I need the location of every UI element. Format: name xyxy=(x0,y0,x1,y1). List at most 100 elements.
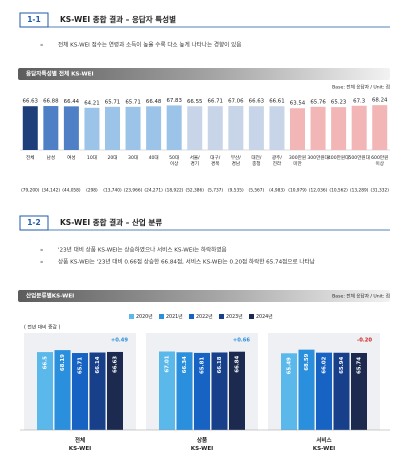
value-label: 66.88 xyxy=(43,99,59,105)
legend-swatch xyxy=(129,314,134,319)
value-label: 65.71 xyxy=(105,99,120,105)
legend-swatch xyxy=(219,314,224,319)
bar xyxy=(351,105,367,150)
category-label: 부산/경남 xyxy=(231,154,241,167)
legend-label: 2023년 xyxy=(226,313,243,320)
value-label: 65.49 xyxy=(287,357,293,374)
bar xyxy=(207,106,223,150)
base-count: (13,289) xyxy=(350,188,369,194)
value-label: 66.02 xyxy=(322,356,328,373)
value-label: 66.63 xyxy=(23,99,38,105)
value-label: 66.61 xyxy=(269,99,284,105)
base-count: (5,737) xyxy=(207,188,223,194)
value-label: 66.5 xyxy=(43,356,49,370)
bar xyxy=(105,106,120,150)
section-title: KS-WEI 종합 결과 – 산업 분류 xyxy=(60,217,162,227)
value-label: 67.01 xyxy=(165,355,171,372)
bar xyxy=(372,105,388,150)
chart-title: 산업분류별KS-WEI xyxy=(26,292,74,300)
base-count: (34,142) xyxy=(42,188,61,194)
base-count: (18,922) xyxy=(165,188,184,194)
category-label: 10대 xyxy=(87,154,97,161)
category-label: 20대 xyxy=(107,154,117,161)
legend-swatch xyxy=(159,314,164,319)
bullet: '23년 대비 상품 KS-WEI는 상승하였으나 서비스 KS-WEI는 하락… xyxy=(58,246,227,254)
base-count: (79,200) xyxy=(21,188,40,194)
base-note: Base: 전체 응답자 / Unit: 점 xyxy=(332,293,390,300)
legend-label: 2020년 xyxy=(136,313,153,320)
legend-label: 2021년 xyxy=(166,313,183,320)
category-label: 대전/충청 xyxy=(251,154,261,167)
base-count: (5,567) xyxy=(249,188,265,194)
base-count: (13,740) xyxy=(103,188,122,194)
value-label: 66.55 xyxy=(187,99,202,105)
change-label: +0.66 xyxy=(233,338,251,344)
bar xyxy=(37,352,53,430)
category-label: 남성 xyxy=(47,154,55,161)
value-label: 66.34 xyxy=(182,356,188,373)
section-number-box xyxy=(19,215,49,231)
base-count: (24,271) xyxy=(144,188,163,194)
value-label: 67.83 xyxy=(166,98,181,104)
category-label: 광주/전라 xyxy=(272,154,282,167)
bar xyxy=(84,107,100,150)
chart-title: 응답자특성별 전체 KS-WEI xyxy=(26,70,94,78)
category-label: 상품 KS-WEI xyxy=(191,436,214,452)
bar xyxy=(229,351,245,430)
base-count: (10,979) xyxy=(288,188,307,194)
value-label: 65.74 xyxy=(357,357,363,374)
base-count: (44,058) xyxy=(62,188,81,194)
bar xyxy=(54,350,71,430)
base-count: (52,386) xyxy=(186,188,205,194)
bar xyxy=(176,352,193,430)
chart-title-bar xyxy=(18,68,390,80)
base-note: Base: 전체 응답자 / Unit: 점 xyxy=(332,84,390,91)
legend-swatch xyxy=(249,314,254,319)
value-label: 65.71 xyxy=(125,99,140,105)
value-label: 65.71 xyxy=(78,357,84,374)
change-label: -0.20 xyxy=(357,338,372,344)
bar xyxy=(22,106,38,150)
category-label: 400만원대 xyxy=(328,154,349,161)
bullet: 상품 KS-WEI는 '23년 대비 0.66점 상승한 66.84점, 서비스… xyxy=(58,258,315,266)
bar xyxy=(228,105,244,150)
category-label: 대구/경북 xyxy=(210,154,220,167)
section-number-box xyxy=(19,12,49,28)
value-label: 68.24 xyxy=(372,98,388,104)
value-label: 65.81 xyxy=(200,357,206,374)
category-label: 전체 xyxy=(26,154,34,161)
bar xyxy=(310,106,326,150)
value-label: 66.14 xyxy=(95,356,101,373)
base-count: (31,332) xyxy=(371,188,390,194)
bullet-mark: » xyxy=(40,43,43,49)
base-count: (23,966) xyxy=(124,188,143,194)
bar xyxy=(281,353,297,430)
bar xyxy=(89,352,106,430)
value-label: 66.63 xyxy=(249,99,264,105)
value-label: 68.59 xyxy=(304,353,310,370)
bullet-mark: » xyxy=(40,248,43,254)
value-label: 65.76 xyxy=(310,99,326,105)
category-label: 40대 xyxy=(149,154,159,161)
legend-label: 2022년 xyxy=(196,313,213,320)
category-label: 500만원대 xyxy=(348,154,369,161)
base-count: (298) xyxy=(86,188,98,194)
value-label: 66.84 xyxy=(235,355,241,372)
category-label: 서비스 KS-WEI xyxy=(313,436,336,452)
bar xyxy=(107,351,123,430)
value-label: 67.3 xyxy=(353,98,365,104)
bar xyxy=(166,105,182,150)
section-title: KS-WEI 종합 결과 – 응답자 특성별 xyxy=(60,14,176,24)
value-label: 65.23 xyxy=(331,100,346,106)
bar xyxy=(194,352,210,430)
bar xyxy=(43,106,59,150)
value-label: 66.44 xyxy=(64,99,80,105)
value-label: 66.63 xyxy=(113,356,119,373)
bar xyxy=(72,353,88,430)
value-label: 68.19 xyxy=(60,354,66,371)
bar xyxy=(248,106,264,150)
bullet: 전체 KS-WEI 점수는 연령과 소득이 높을 수록 다소 높게 나타나는 경… xyxy=(58,41,241,49)
bar xyxy=(187,106,203,150)
bar xyxy=(290,108,305,150)
category-label: 30대 xyxy=(128,154,138,161)
